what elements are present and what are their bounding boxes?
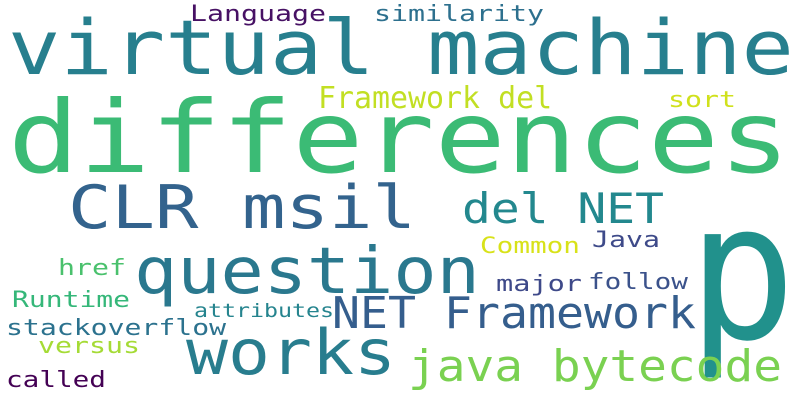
word-net-framework: NET Framework — [332, 288, 697, 339]
word-stackoverflow: stackoverflow — [6, 316, 227, 341]
word-href: href — [58, 256, 126, 281]
word-sort: sort — [668, 88, 736, 113]
word-follow: follow — [588, 270, 688, 295]
word-virtual-machine: virtual machine — [8, 3, 794, 92]
word-framework-del: Framework del — [318, 81, 553, 116]
word-versus: versus — [38, 334, 140, 359]
word-java-bytecode: java bytecode — [408, 341, 782, 392]
word-called: called — [6, 368, 106, 393]
word-major: major — [496, 272, 582, 297]
word-differences: differences — [8, 79, 791, 196]
word-java: Java — [592, 228, 660, 253]
word-common: Common — [480, 234, 580, 259]
word-attributes: attributes — [194, 300, 335, 322]
word-works: works — [186, 316, 396, 389]
word-p: p — [688, 162, 796, 383]
word-similarity: similarity — [374, 2, 544, 27]
word-clr-msil: CLR msil — [68, 173, 416, 243]
word-runtime: Runtime — [12, 288, 131, 313]
word-question: question — [134, 235, 480, 309]
word-del-net: del NET — [462, 184, 664, 233]
word-language: Language — [190, 2, 326, 27]
